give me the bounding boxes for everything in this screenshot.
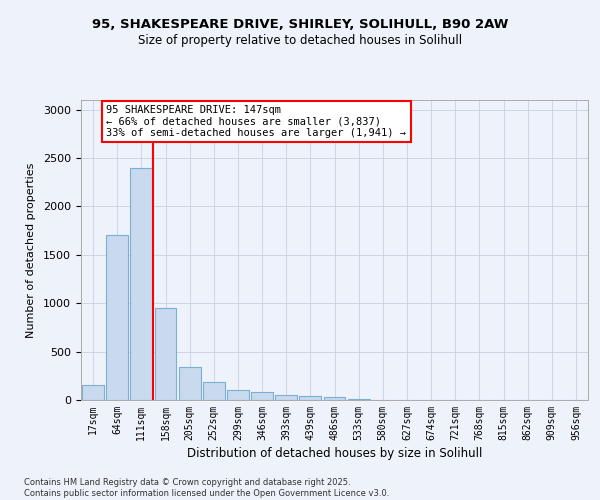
Text: Contains HM Land Registry data © Crown copyright and database right 2025.
Contai: Contains HM Land Registry data © Crown c… [24,478,389,498]
Bar [179,367,200,400]
Text: 95 SHAKESPEARE DRIVE: 147sqm
← 66% of detached houses are smaller (3,837)
33% of: 95 SHAKESPEARE DRIVE: 147sqm ← 66% of de… [106,105,406,138]
Bar [106,236,128,400]
Bar [251,392,273,400]
Bar [82,386,104,400]
Bar [348,399,370,400]
Bar [130,168,152,400]
Bar [155,308,176,400]
Bar [227,390,249,400]
X-axis label: Distribution of detached houses by size in Solihull: Distribution of detached houses by size … [187,447,482,460]
Bar [203,382,224,400]
Bar [323,397,346,400]
Text: Size of property relative to detached houses in Solihull: Size of property relative to detached ho… [138,34,462,47]
Bar [299,396,321,400]
Y-axis label: Number of detached properties: Number of detached properties [26,162,36,338]
Bar [275,394,297,400]
Text: 95, SHAKESPEARE DRIVE, SHIRLEY, SOLIHULL, B90 2AW: 95, SHAKESPEARE DRIVE, SHIRLEY, SOLIHULL… [92,18,508,30]
